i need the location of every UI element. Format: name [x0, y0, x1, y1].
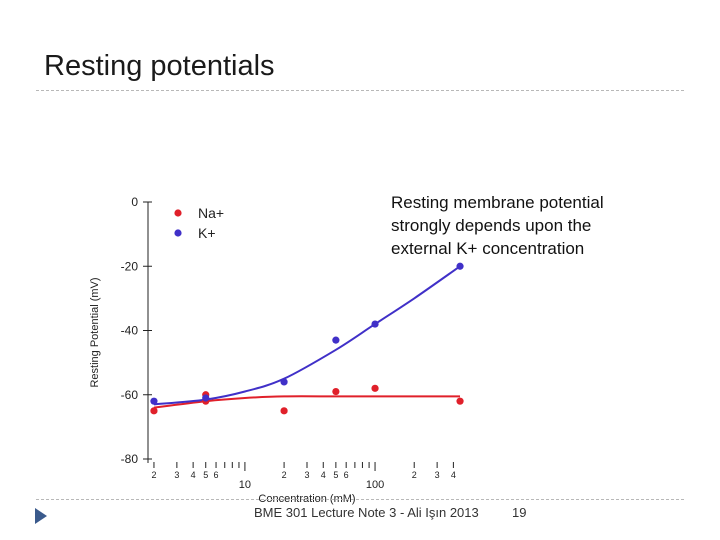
page-number: 19: [512, 505, 527, 520]
data-point-k: [280, 378, 288, 386]
title-divider: [36, 90, 684, 91]
data-point-na: [456, 397, 464, 405]
x-tick-label: 3: [174, 470, 179, 480]
fit-curve-na: [153, 395, 460, 409]
legend-label: Na+: [198, 205, 224, 221]
y-tick-label: -20: [121, 259, 139, 273]
x-tick-label: 5: [333, 470, 338, 480]
data-point-na: [371, 384, 379, 392]
fit-curves: [153, 265, 461, 409]
x-tick-label: 2: [412, 470, 417, 480]
fit-curve-k: [153, 265, 461, 406]
data-point-na: [150, 407, 158, 415]
x-tick-label: 2: [151, 470, 156, 480]
footer-text: BME 301 Lecture Note 3 - Ali Işın 2013: [254, 505, 479, 520]
data-point-na: [280, 407, 288, 415]
x-tick-label: 2: [282, 470, 287, 480]
data-point-k: [150, 397, 158, 405]
data-point-k: [371, 320, 379, 328]
x-tick-label: 4: [191, 470, 196, 480]
data-point-k: [332, 336, 340, 344]
y-axis-title: Resting Potential (mV): [89, 277, 101, 387]
legend-label: K+: [198, 225, 216, 241]
triangle-bullet-icon: [35, 508, 47, 524]
data-point-na: [332, 387, 340, 396]
x-major-tick-label: 10: [239, 479, 251, 491]
y-tick-label: 0: [131, 195, 138, 209]
annotation-line: strongly depends upon the: [391, 216, 592, 235]
legend-marker: [174, 229, 182, 237]
y-tick-label: -40: [121, 324, 139, 338]
x-tick-label: 4: [451, 470, 456, 480]
x-major-tick-label: 100: [366, 479, 384, 491]
annotation-line: external K+ concentration: [391, 239, 585, 258]
annotation-line: Resting membrane potential: [391, 193, 604, 212]
data-point-k: [202, 394, 210, 402]
footer-divider: [36, 499, 684, 500]
y-tick-label: -80: [121, 452, 139, 466]
chart-legend: Na+ K+: [174, 205, 224, 241]
x-tick-label: 5: [203, 470, 208, 480]
x-tick-label: 3: [435, 470, 440, 480]
x-tick-label: 6: [344, 470, 349, 480]
x-tick-label: 3: [304, 470, 309, 480]
annotation-text: Resting membrane potential strongly depe…: [391, 191, 691, 260]
legend-marker: [174, 209, 182, 217]
data-points: [150, 262, 464, 415]
data-point-k: [456, 262, 464, 270]
slide-title: Resting potentials: [44, 50, 275, 82]
x-tick-label: 4: [321, 470, 326, 480]
y-tick-label: -60: [121, 388, 139, 402]
x-tick-label: 6: [214, 470, 219, 480]
